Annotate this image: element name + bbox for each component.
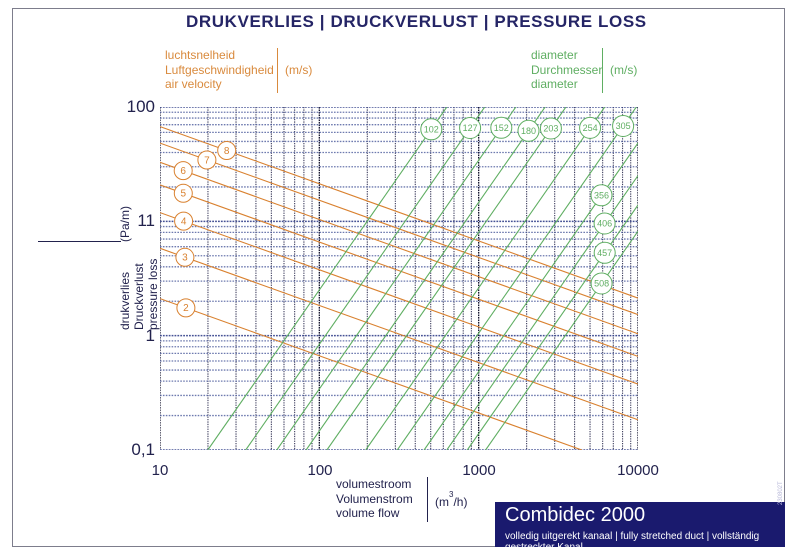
svg-text:305: 305 (616, 121, 631, 131)
svg-text:5: 5 (181, 189, 187, 200)
svg-text:356: 356 (594, 190, 609, 200)
svg-text:406: 406 (597, 219, 612, 229)
svg-text:4: 4 (181, 216, 187, 227)
svg-text:127: 127 (463, 123, 478, 133)
svg-text:2: 2 (183, 303, 189, 314)
svg-text:152: 152 (494, 123, 509, 133)
svg-text:457: 457 (597, 248, 612, 258)
svg-text:254: 254 (583, 123, 598, 133)
svg-text:6: 6 (180, 166, 186, 177)
svg-text:7: 7 (204, 155, 210, 166)
svg-text:3: 3 (182, 253, 188, 264)
svg-text:508: 508 (594, 279, 609, 289)
svg-text:203: 203 (543, 124, 558, 134)
svg-text:102: 102 (424, 124, 439, 134)
svg-text:180: 180 (521, 126, 536, 136)
svg-text:8: 8 (224, 146, 230, 157)
